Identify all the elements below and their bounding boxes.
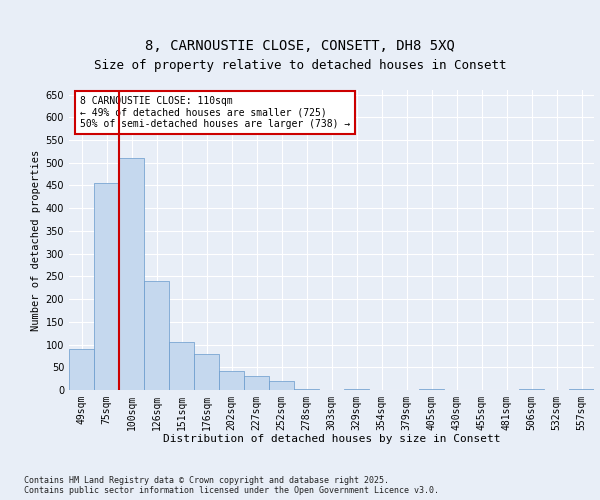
Bar xyxy=(144,281,169,390)
Y-axis label: Number of detached properties: Number of detached properties xyxy=(31,150,41,330)
X-axis label: Distribution of detached houses by size in Consett: Distribution of detached houses by size … xyxy=(163,434,500,444)
Bar xyxy=(344,389,369,390)
Bar xyxy=(119,158,144,390)
Bar xyxy=(569,389,594,390)
Text: 8 CARNOUSTIE CLOSE: 110sqm
← 49% of detached houses are smaller (725)
50% of sem: 8 CARNOUSTIE CLOSE: 110sqm ← 49% of deta… xyxy=(79,96,350,129)
Bar xyxy=(519,389,544,390)
Bar xyxy=(419,389,444,390)
Bar xyxy=(219,371,244,390)
Bar xyxy=(294,388,319,390)
Bar xyxy=(94,183,119,390)
Bar xyxy=(69,349,94,390)
Text: 8, CARNOUSTIE CLOSE, CONSETT, DH8 5XQ: 8, CARNOUSTIE CLOSE, CONSETT, DH8 5XQ xyxy=(145,38,455,52)
Bar xyxy=(169,342,194,390)
Bar xyxy=(194,354,219,390)
Bar xyxy=(269,381,294,390)
Bar xyxy=(244,376,269,390)
Text: Size of property relative to detached houses in Consett: Size of property relative to detached ho… xyxy=(94,60,506,72)
Text: Contains HM Land Registry data © Crown copyright and database right 2025.
Contai: Contains HM Land Registry data © Crown c… xyxy=(24,476,439,495)
